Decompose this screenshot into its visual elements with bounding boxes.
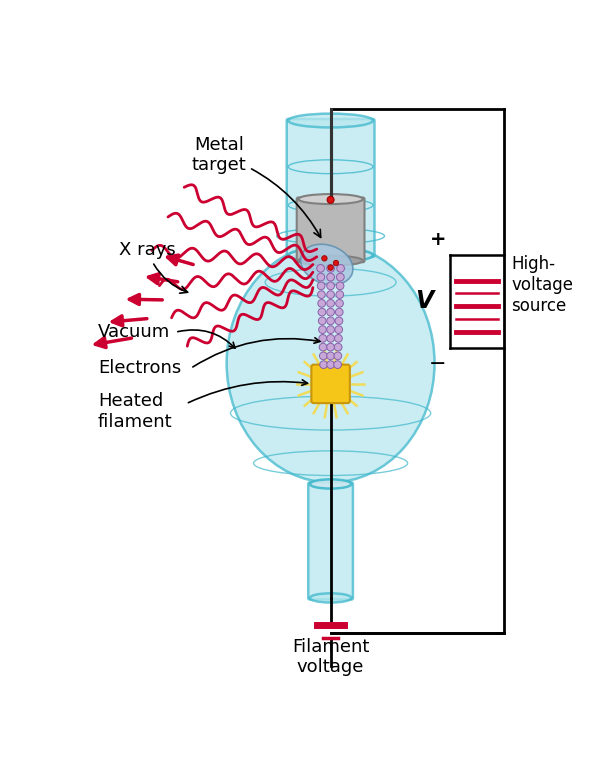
Circle shape — [327, 308, 334, 316]
Circle shape — [317, 265, 325, 272]
FancyBboxPatch shape — [308, 482, 353, 600]
Ellipse shape — [288, 249, 373, 262]
Circle shape — [327, 317, 334, 324]
Circle shape — [318, 308, 326, 316]
Circle shape — [327, 273, 334, 281]
Circle shape — [336, 291, 344, 298]
Circle shape — [327, 300, 334, 308]
Ellipse shape — [227, 244, 434, 482]
Circle shape — [337, 265, 344, 272]
Text: Heated
filament: Heated filament — [98, 392, 173, 431]
Circle shape — [327, 282, 334, 290]
Text: X rays: X rays — [119, 241, 188, 293]
Text: Metal
target: Metal target — [191, 136, 320, 237]
Circle shape — [335, 317, 343, 324]
Circle shape — [327, 344, 334, 351]
Text: −: − — [428, 354, 446, 374]
Ellipse shape — [310, 594, 352, 603]
Circle shape — [319, 334, 326, 342]
Text: Electrons: Electrons — [98, 360, 181, 377]
Circle shape — [335, 300, 343, 308]
Circle shape — [319, 352, 327, 360]
Circle shape — [318, 300, 326, 308]
Circle shape — [327, 291, 334, 298]
Ellipse shape — [301, 244, 353, 285]
Circle shape — [333, 260, 338, 265]
Circle shape — [335, 334, 342, 342]
Text: Filament
voltage: Filament voltage — [292, 637, 369, 676]
Circle shape — [327, 360, 334, 368]
Circle shape — [336, 282, 344, 290]
Circle shape — [327, 334, 334, 342]
Circle shape — [319, 326, 326, 334]
Circle shape — [337, 273, 344, 281]
FancyBboxPatch shape — [297, 198, 364, 262]
Ellipse shape — [298, 255, 363, 265]
Circle shape — [317, 273, 325, 281]
Text: High-
voltage
source: High- voltage source — [512, 255, 574, 315]
FancyBboxPatch shape — [311, 364, 350, 403]
Circle shape — [327, 196, 334, 203]
Circle shape — [322, 255, 327, 261]
Circle shape — [327, 326, 334, 334]
Circle shape — [335, 326, 343, 334]
FancyBboxPatch shape — [287, 119, 374, 257]
Text: V: V — [415, 289, 433, 314]
Ellipse shape — [298, 194, 363, 204]
Circle shape — [334, 352, 342, 360]
Circle shape — [319, 317, 326, 324]
Ellipse shape — [310, 479, 352, 489]
Circle shape — [334, 360, 341, 368]
Circle shape — [320, 360, 328, 368]
Circle shape — [317, 282, 325, 290]
Circle shape — [328, 265, 333, 270]
Circle shape — [319, 344, 327, 351]
Circle shape — [327, 352, 334, 360]
Ellipse shape — [288, 114, 373, 127]
Text: Vacuum: Vacuum — [98, 323, 170, 341]
Text: +: + — [430, 230, 446, 249]
Circle shape — [317, 291, 325, 298]
Circle shape — [335, 308, 343, 316]
Circle shape — [327, 265, 334, 272]
Circle shape — [334, 344, 342, 351]
